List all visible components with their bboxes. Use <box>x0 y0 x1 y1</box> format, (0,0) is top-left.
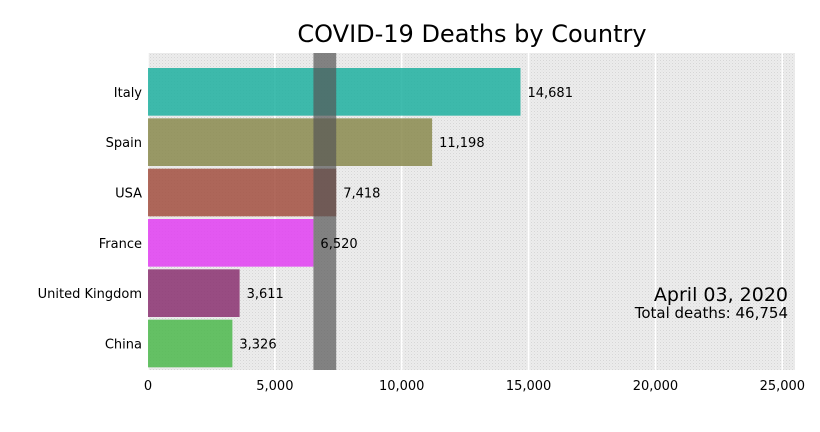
x-tick-label: 5,000 <box>256 379 293 394</box>
date-annotation: April 03, 2020 <box>654 284 788 306</box>
bar-china <box>148 319 233 368</box>
value-label: 3,326 <box>239 337 276 352</box>
value-label: 11,198 <box>439 136 485 151</box>
x-tick-label: 15,000 <box>506 379 552 394</box>
value-label: 3,611 <box>247 287 284 302</box>
category-label: France <box>99 237 142 252</box>
bar-labels: Italy 14,681 Spain 11,198 USA 7,418 France 6,52… <box>38 86 573 353</box>
x-tick-label: 25,000 <box>760 379 806 394</box>
category-label: Spain <box>106 136 142 151</box>
bar-spain <box>148 118 433 166</box>
x-tick-label: 0 <box>144 379 152 394</box>
value-label: 6,520 <box>320 237 357 252</box>
chart-title: COVID-19 Deaths by Country <box>297 20 646 48</box>
highlight-band <box>313 53 337 370</box>
x-tick-label: 10,000 <box>379 379 425 394</box>
x-tick-label: 20,000 <box>633 379 679 394</box>
value-label: 14,681 <box>527 86 573 101</box>
category-label: USA <box>115 186 142 201</box>
bar-france <box>148 219 314 267</box>
category-label: Italy <box>114 86 143 101</box>
total-deaths-annotation: Total deaths: 46,754 <box>634 304 788 322</box>
category-label: United Kingdom <box>38 287 142 302</box>
value-label: 7,418 <box>343 186 380 201</box>
bar-usa <box>148 168 337 217</box>
category-label: China <box>105 337 142 352</box>
bar-united-kingdom <box>148 269 240 317</box>
x-axis-ticks: 0 5,000 10,000 15,000 20,000 25,000 <box>144 379 805 394</box>
